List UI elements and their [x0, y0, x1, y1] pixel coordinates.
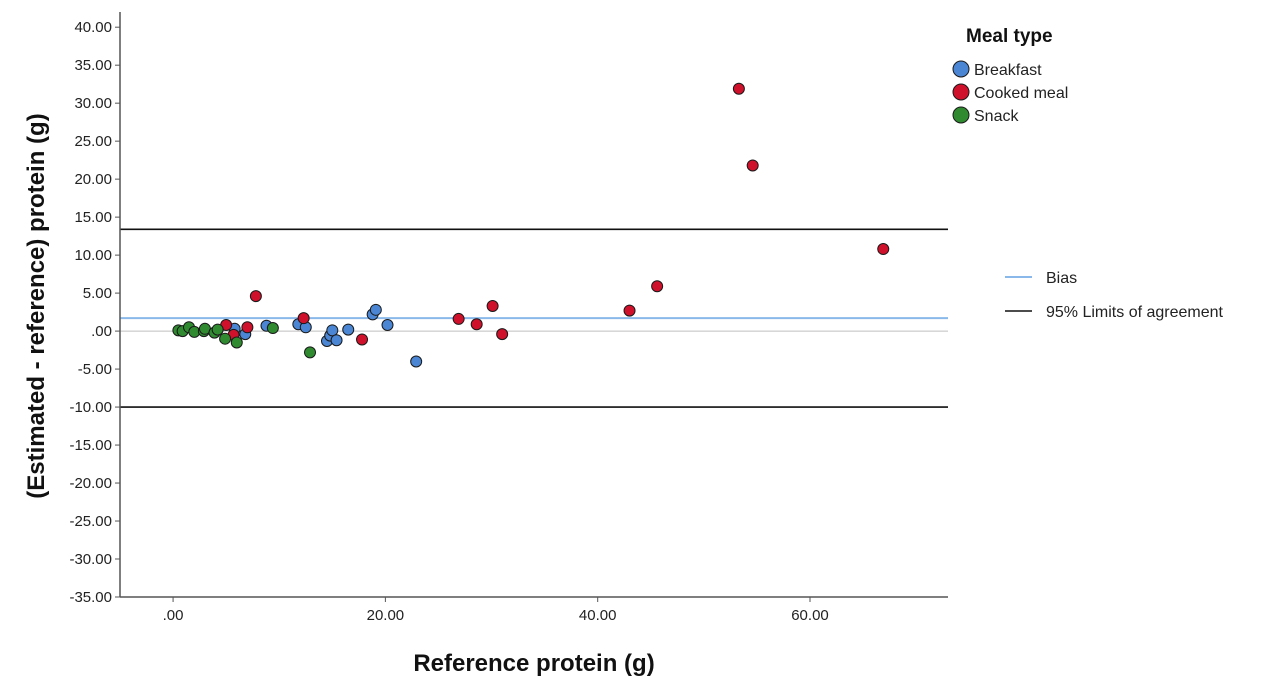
- point-cooked-meal: [651, 280, 664, 293]
- legend-title: Meal type: [966, 26, 1053, 47]
- point-cooked-meal: [496, 328, 509, 341]
- legend-line-label: Bias: [1046, 270, 1077, 287]
- y-tick-label: -35.00: [69, 589, 112, 606]
- point-cooked-meal: [356, 333, 369, 346]
- y-tick-label: 40.00: [74, 19, 112, 36]
- x-tick-label: .00: [163, 607, 184, 624]
- legend-label: Cooked meal: [974, 85, 1068, 102]
- y-tick-label: -30.00: [69, 551, 112, 568]
- y-tick-label: 35.00: [74, 57, 112, 74]
- y-tick-label: 25.00: [74, 133, 112, 150]
- y-axis-title: (Estimated - reference) protein (g): [23, 113, 50, 498]
- x-tick-label: 20.00: [367, 607, 405, 624]
- reference-lines: [120, 228, 948, 408]
- point-snack: [266, 322, 279, 335]
- point-breakfast: [410, 355, 423, 368]
- point-cooked-meal: [732, 82, 745, 95]
- y-tick-label: 10.00: [74, 247, 112, 264]
- y-tick-label: 15.00: [74, 209, 112, 226]
- y-tick-label: -10.00: [69, 399, 112, 416]
- point-breakfast: [369, 303, 382, 316]
- x-tick-label: 60.00: [791, 607, 829, 624]
- point-snack: [211, 323, 224, 336]
- y-tick-label: 5.00: [83, 285, 112, 302]
- point-snack: [304, 346, 317, 359]
- y-tick-label: -25.00: [69, 513, 112, 530]
- point-cooked-meal: [746, 159, 759, 172]
- data-points: [172, 82, 890, 368]
- legend-line-label: 95% Limits of agreement: [1046, 304, 1224, 321]
- legend-label: Breakfast: [974, 62, 1042, 79]
- y-axis-ticks: 40.00 35.00 30.00 25.00 20.00 15.00 10.00 5.00.…: [69, 19, 120, 606]
- legend-label: Snack: [974, 108, 1019, 125]
- point-cooked-meal: [249, 290, 262, 303]
- legend-lines: Bias 95% Limits of agreement: [1005, 270, 1224, 321]
- point-breakfast: [326, 324, 339, 337]
- point-breakfast: [330, 334, 343, 347]
- legend-marker: [952, 83, 970, 101]
- x-axis-ticks: .00 20.00 40.00 60.00: [163, 597, 829, 624]
- y-tick-label: -5.00: [78, 361, 112, 378]
- y-tick-label: 20.00: [74, 171, 112, 188]
- legend-marker: [952, 60, 970, 78]
- y-tick-label: -15.00: [69, 437, 112, 454]
- legend-series: Breakfast Cooked meal Snack: [952, 60, 1068, 125]
- x-axis-title: Reference protein (g): [413, 650, 654, 677]
- point-breakfast: [342, 323, 355, 336]
- point-cooked-meal: [241, 321, 254, 334]
- y-tick-label: -20.00: [69, 475, 112, 492]
- x-tick-label: 40.00: [579, 607, 617, 624]
- point-cooked-meal: [877, 243, 890, 256]
- point-cooked-meal: [486, 300, 499, 313]
- legend: Meal type Breakfast Cooked meal Snack Bias…: [952, 26, 1224, 321]
- point-snack: [230, 336, 243, 349]
- point-snack: [219, 332, 232, 345]
- y-tick-label: 30.00: [74, 95, 112, 112]
- point-cooked-meal: [470, 318, 483, 331]
- point-breakfast: [381, 319, 394, 332]
- legend-marker: [952, 106, 970, 124]
- axes: [119, 12, 948, 598]
- point-cooked-meal: [623, 304, 636, 317]
- y-tick-label: .00: [91, 323, 112, 340]
- point-cooked-meal: [452, 312, 465, 325]
- point-cooked-meal: [297, 312, 310, 325]
